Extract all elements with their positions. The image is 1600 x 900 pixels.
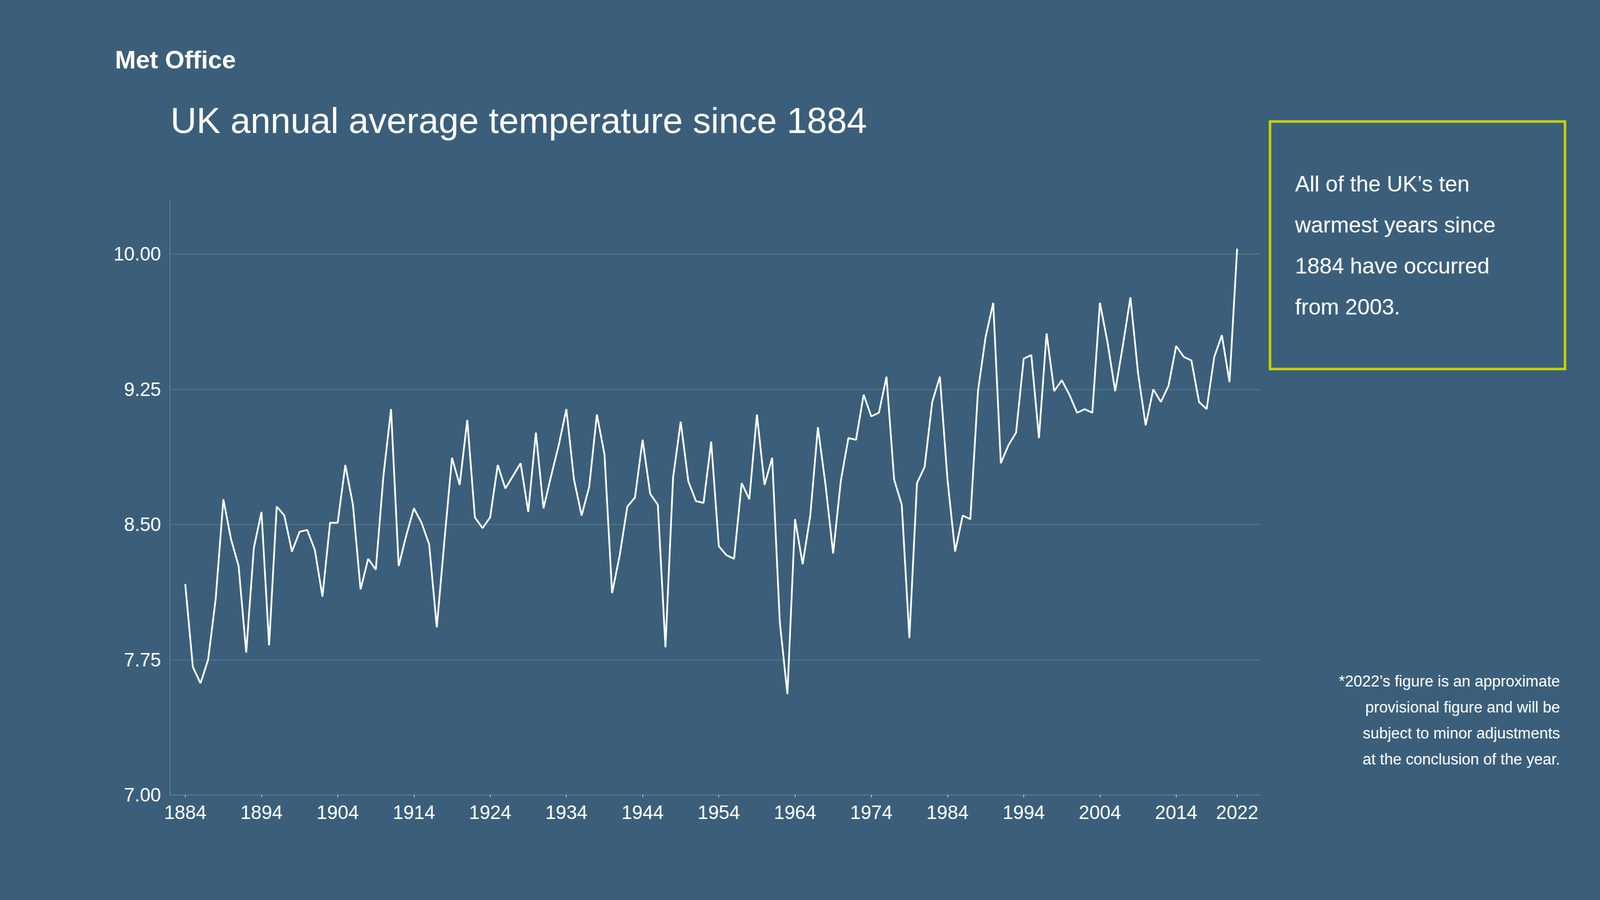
svg-text:9.25: 9.25 <box>124 379 161 400</box>
svg-text:1974: 1974 <box>850 802 893 823</box>
svg-text:warmest years since: warmest years since <box>1294 212 1496 237</box>
svg-text:at the conclusion of the year.: at the conclusion of the year. <box>1362 750 1560 768</box>
svg-text:from 2003.: from 2003. <box>1295 294 1400 319</box>
svg-text:1984: 1984 <box>926 802 969 823</box>
svg-text:7.75: 7.75 <box>124 649 161 671</box>
svg-text:2022: 2022 <box>1216 802 1259 823</box>
svg-text:1964: 1964 <box>774 802 817 823</box>
svg-text:subject to minor adjustments: subject to minor adjustments <box>1362 724 1560 742</box>
svg-text:1934: 1934 <box>545 802 588 823</box>
svg-text:1884 have occurred: 1884 have occurred <box>1295 253 1490 278</box>
svg-text:1944: 1944 <box>621 802 664 823</box>
svg-text:2004: 2004 <box>1079 802 1122 823</box>
svg-text:1954: 1954 <box>697 802 740 823</box>
svg-text:Met Office: Met Office <box>115 46 236 74</box>
svg-text:1914: 1914 <box>393 802 436 823</box>
svg-text:7.00: 7.00 <box>124 784 161 806</box>
svg-text:1924: 1924 <box>469 802 512 823</box>
svg-text:1904: 1904 <box>316 802 359 823</box>
svg-text:All of the UK’s ten: All of the UK’s ten <box>1295 171 1470 196</box>
svg-text:1894: 1894 <box>240 802 283 823</box>
svg-text:UK annual average temperature: UK annual average temperature since 1884 <box>170 100 867 141</box>
svg-text:2014: 2014 <box>1155 802 1198 823</box>
svg-text:provisional figure and will be: provisional figure and will be <box>1365 698 1560 716</box>
svg-text:1884: 1884 <box>164 802 207 823</box>
svg-text:*2022’s figure is an approxima: *2022’s figure is an approximate <box>1339 672 1560 690</box>
svg-text:10.00: 10.00 <box>113 243 161 265</box>
svg-text:8.50: 8.50 <box>124 514 161 535</box>
svg-text:1994: 1994 <box>1002 802 1045 823</box>
